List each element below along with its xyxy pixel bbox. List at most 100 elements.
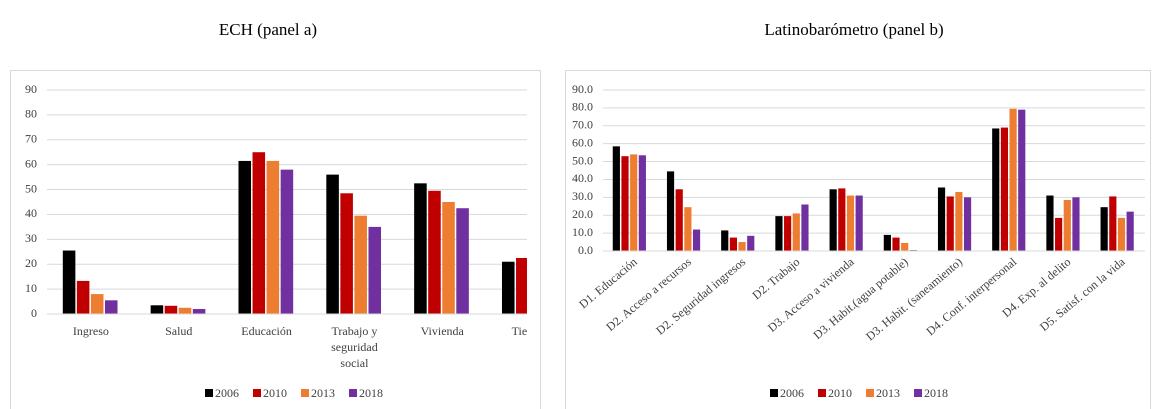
legend-label: 2018 (924, 386, 948, 400)
y-tick-label: 30.0 (572, 189, 593, 203)
bar (684, 207, 692, 251)
x-tick-label: D3. Habit.(agua potable) (810, 255, 910, 342)
bar (738, 242, 746, 251)
y-tick-label: 40 (25, 206, 37, 220)
bar (340, 193, 353, 314)
y-tick-label: 60 (25, 156, 37, 170)
plot-area: Ingreso Salud Educación Trabajo y seguridad s… (62, 152, 527, 370)
bar (1100, 207, 1108, 251)
y-tick-label: 90.0 (572, 82, 593, 96)
y-tick-label: 40.0 (572, 171, 593, 185)
bar (150, 305, 164, 314)
y-tick-label: 20.0 (572, 207, 593, 221)
y-tick-label: 30 (25, 231, 37, 245)
bar (1018, 109, 1026, 251)
bar (1000, 127, 1008, 251)
bar (846, 195, 855, 251)
bar (1046, 195, 1054, 251)
bar (692, 229, 701, 251)
bar (675, 189, 683, 251)
bar (414, 183, 427, 314)
bar (666, 171, 675, 251)
y-tick-label: 0 (31, 306, 37, 320)
bar (638, 155, 646, 251)
bar (630, 154, 638, 251)
bar (501, 261, 515, 314)
legend-swatch (818, 389, 826, 397)
y-tick-label: 50.0 (572, 153, 593, 167)
bar (456, 208, 469, 314)
legend-label: 2013 (876, 386, 900, 400)
x-tick-label: Educación (241, 324, 292, 338)
y-tick-label: 10 (25, 281, 37, 295)
x-tick-label: Salud (165, 324, 192, 338)
x-tick-label: D4. Conf. interpersonal (923, 254, 1019, 338)
bar (368, 226, 382, 314)
bar (76, 280, 90, 314)
bar (801, 204, 809, 251)
bar (729, 237, 737, 251)
legend-label: 2018 (359, 386, 383, 400)
legend-swatch (770, 389, 778, 397)
chart-title: Latinobarómetro (panel b) (764, 20, 943, 39)
legend-label: 2010 (828, 386, 852, 400)
legend-swatch (301, 389, 309, 397)
bar (1072, 197, 1080, 251)
x-tick-label: D3. Habit. (saneamiento) (863, 255, 965, 344)
legend-label: 2010 (263, 386, 287, 400)
legend-swatch (349, 389, 357, 397)
legend-swatch (914, 389, 922, 397)
y-tick-label: 80.0 (572, 100, 593, 114)
x-tick-label: Vivienda (421, 324, 465, 338)
y-tick-label: 10.0 (572, 225, 593, 239)
bar (855, 195, 863, 251)
bar (829, 189, 837, 251)
bar (90, 294, 104, 314)
bar (104, 300, 118, 314)
bar (280, 169, 294, 314)
y-tick-label: 0.0 (578, 243, 593, 257)
bar (1117, 217, 1126, 251)
bar (955, 191, 963, 251)
bar (442, 202, 455, 314)
bar (775, 216, 783, 251)
x-tick-label: D2. Seguridad ingresos (653, 254, 748, 337)
bar (901, 242, 909, 251)
y-tick-label: 70.0 (572, 118, 593, 132)
plot-area (612, 108, 1134, 252)
y-tick-label: 60.0 (572, 135, 593, 149)
panel-frame (10, 70, 541, 409)
y-tick-label: 20 (25, 256, 37, 270)
bar (937, 187, 946, 251)
bar (784, 216, 792, 251)
y-tick-label: 70 (25, 132, 37, 146)
bar (612, 146, 620, 251)
bar (792, 213, 800, 251)
legend-swatch (205, 389, 213, 397)
bar (192, 309, 206, 314)
panel-frame (565, 70, 1151, 409)
bar (354, 215, 367, 314)
bar (1126, 211, 1134, 251)
bar (1055, 217, 1063, 251)
bar (164, 305, 178, 314)
x-tick-label: Trabajo y seguridad social (331, 324, 378, 370)
bar (1009, 108, 1017, 252)
bar (326, 174, 339, 314)
bar (238, 160, 252, 314)
legend-label: 2006 (780, 386, 804, 400)
bar (1109, 196, 1117, 251)
legend-swatch (866, 389, 874, 397)
legend-label: 2013 (311, 386, 335, 400)
bar (721, 230, 729, 251)
bar (992, 128, 1000, 251)
bar (963, 197, 972, 251)
legend-label: 2006 (215, 386, 239, 400)
bar (883, 234, 891, 251)
y-tick-label: 90 (25, 82, 37, 96)
x-tick-label: Ingreso (73, 324, 109, 338)
chart-title: ECH (panel a) (219, 20, 317, 39)
bar (252, 152, 266, 314)
bar (178, 307, 192, 314)
